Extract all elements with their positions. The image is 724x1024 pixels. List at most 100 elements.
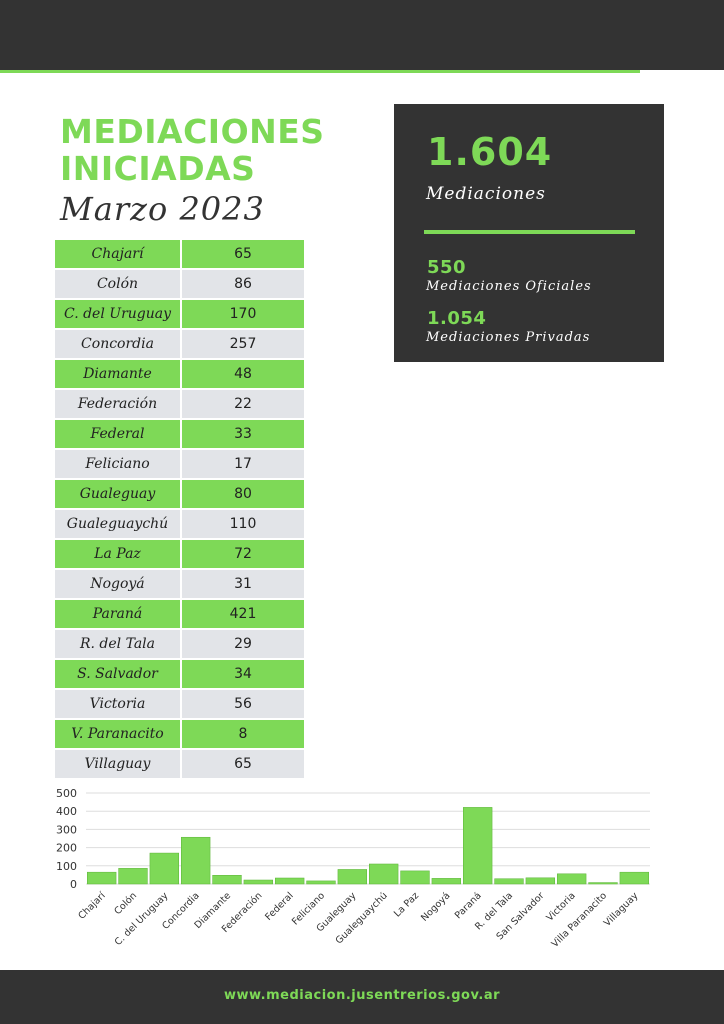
mediation-count: 34: [182, 660, 304, 688]
table-row: R. del Tala 29: [55, 630, 304, 658]
chart-bar: [87, 871, 117, 885]
mediation-count: 86: [182, 270, 304, 298]
top-accent-line: [0, 70, 640, 73]
chart-bar: [243, 879, 273, 885]
table-row: C. del Uruguay 170: [55, 300, 304, 328]
chart-bar: [275, 877, 305, 885]
department-name: Chajarí: [55, 240, 180, 268]
table-row: Feliciano 17: [55, 450, 304, 478]
mediation-count: 8: [182, 720, 304, 748]
mediation-count: 65: [182, 240, 304, 268]
department-name: Colón: [55, 270, 180, 298]
mediation-count: 56: [182, 690, 304, 718]
chart-bar: [463, 807, 493, 885]
mediation-count: 80: [182, 480, 304, 508]
mediation-count: 110: [182, 510, 304, 538]
chart-bar: [588, 882, 618, 885]
x-tick-label: Paraná: [453, 890, 484, 921]
x-tick-label: La Paz: [392, 890, 421, 919]
table-row: Federación 22: [55, 390, 304, 418]
table-row: Gualeguay 80: [55, 480, 304, 508]
table-row: La Paz 72: [55, 540, 304, 568]
y-tick-label: 400: [56, 805, 77, 818]
privadas-value: 1.054: [427, 308, 487, 329]
title-line-1: MEDIACIONES: [60, 112, 325, 151]
chart-bar: [494, 878, 524, 885]
department-name: Nogoyá: [55, 570, 180, 598]
department-name: La Paz: [55, 540, 180, 568]
chart-bar: [400, 870, 430, 885]
department-name: Federación: [55, 390, 180, 418]
department-name: Concordia: [55, 330, 180, 358]
department-name: V. Paranacito: [55, 720, 180, 748]
chart-bar: [118, 868, 148, 885]
y-tick-label: 500: [56, 787, 77, 800]
total-value: 1.604: [427, 130, 553, 174]
chart-bar: [149, 852, 179, 885]
x-tick-label: Villaguay: [602, 890, 641, 929]
x-tick-label: Villa Paranacito: [550, 890, 610, 950]
table-row: Victoria 56: [55, 690, 304, 718]
department-name: Villaguay: [55, 750, 180, 778]
table-row: Federal 33: [55, 420, 304, 448]
mediation-count: 72: [182, 540, 304, 568]
mediation-count: 22: [182, 390, 304, 418]
oficiales-value: 550: [427, 257, 467, 278]
table-row: Paraná 421: [55, 600, 304, 628]
x-tick-label: Chajarí: [76, 890, 108, 922]
chart-bar: [212, 875, 242, 885]
page-title: MEDIACIONES INICIADAS: [60, 113, 325, 187]
department-name: S. Salvador: [55, 660, 180, 688]
mediation-count: 31: [182, 570, 304, 598]
footer-url: www.mediacion.jusentrerios.gov.ar: [223, 988, 501, 1003]
mediations-table: Chajarí 65 Colón 86 C. del Uruguay 170 Concord…: [55, 240, 304, 780]
table-row: Nogoyá 31: [55, 570, 304, 598]
department-name: Gualeguay: [55, 480, 180, 508]
department-name: Federal: [55, 420, 180, 448]
top-bar: [0, 0, 724, 70]
y-tick-label: 300: [56, 823, 77, 836]
mediation-count: 170: [182, 300, 304, 328]
department-name: Diamante: [55, 360, 180, 388]
department-name: Feliciano: [55, 450, 180, 478]
department-name: C. del Uruguay: [55, 300, 180, 328]
mediation-count: 17: [182, 450, 304, 478]
table-row: Gualeguaychú 110: [55, 510, 304, 538]
chart-bar: [337, 869, 367, 885]
total-label: Mediaciones: [426, 184, 546, 204]
chart-bar: [525, 877, 555, 885]
table-row: S. Salvador 34: [55, 660, 304, 688]
department-name: Gualeguaychú: [55, 510, 180, 538]
mediation-count: 33: [182, 420, 304, 448]
footer-bar: www.mediacion.jusentrerios.gov.ar: [0, 970, 724, 1024]
table-row: Colón 86: [55, 270, 304, 298]
table-row: V. Paranacito 8: [55, 720, 304, 748]
chart-bar: [369, 863, 399, 885]
table-row: Chajarí 65: [55, 240, 304, 268]
mediation-count: 29: [182, 630, 304, 658]
mediation-count: 65: [182, 750, 304, 778]
chart-bar: [306, 880, 336, 885]
table-row: Concordia 257: [55, 330, 304, 358]
chart-bar: [181, 836, 211, 885]
chart-bar: [557, 873, 587, 885]
y-tick-label: 100: [56, 860, 77, 873]
summary-panel: 1.604 Mediaciones 550 Mediaciones Oficia…: [394, 104, 664, 362]
oficiales-label: Mediaciones Oficiales: [426, 279, 592, 294]
x-tick-label: Colón: [112, 890, 139, 917]
summary-divider: [424, 230, 635, 234]
mediation-count: 421: [182, 600, 304, 628]
table-row: Diamante 48: [55, 360, 304, 388]
mediation-count: 257: [182, 330, 304, 358]
chart-bar: [619, 871, 649, 885]
department-name: Paraná: [55, 600, 180, 628]
y-tick-label: 0: [70, 878, 77, 891]
chart-bar: [431, 878, 461, 885]
privadas-label: Mediaciones Privadas: [426, 330, 591, 345]
x-tick-label: Nogoyá: [419, 890, 452, 923]
title-line-2: INICIADAS: [60, 149, 256, 188]
page-subtitle: Marzo 2023: [60, 190, 265, 228]
department-name: Victoria: [55, 690, 180, 718]
mediation-count: 48: [182, 360, 304, 388]
